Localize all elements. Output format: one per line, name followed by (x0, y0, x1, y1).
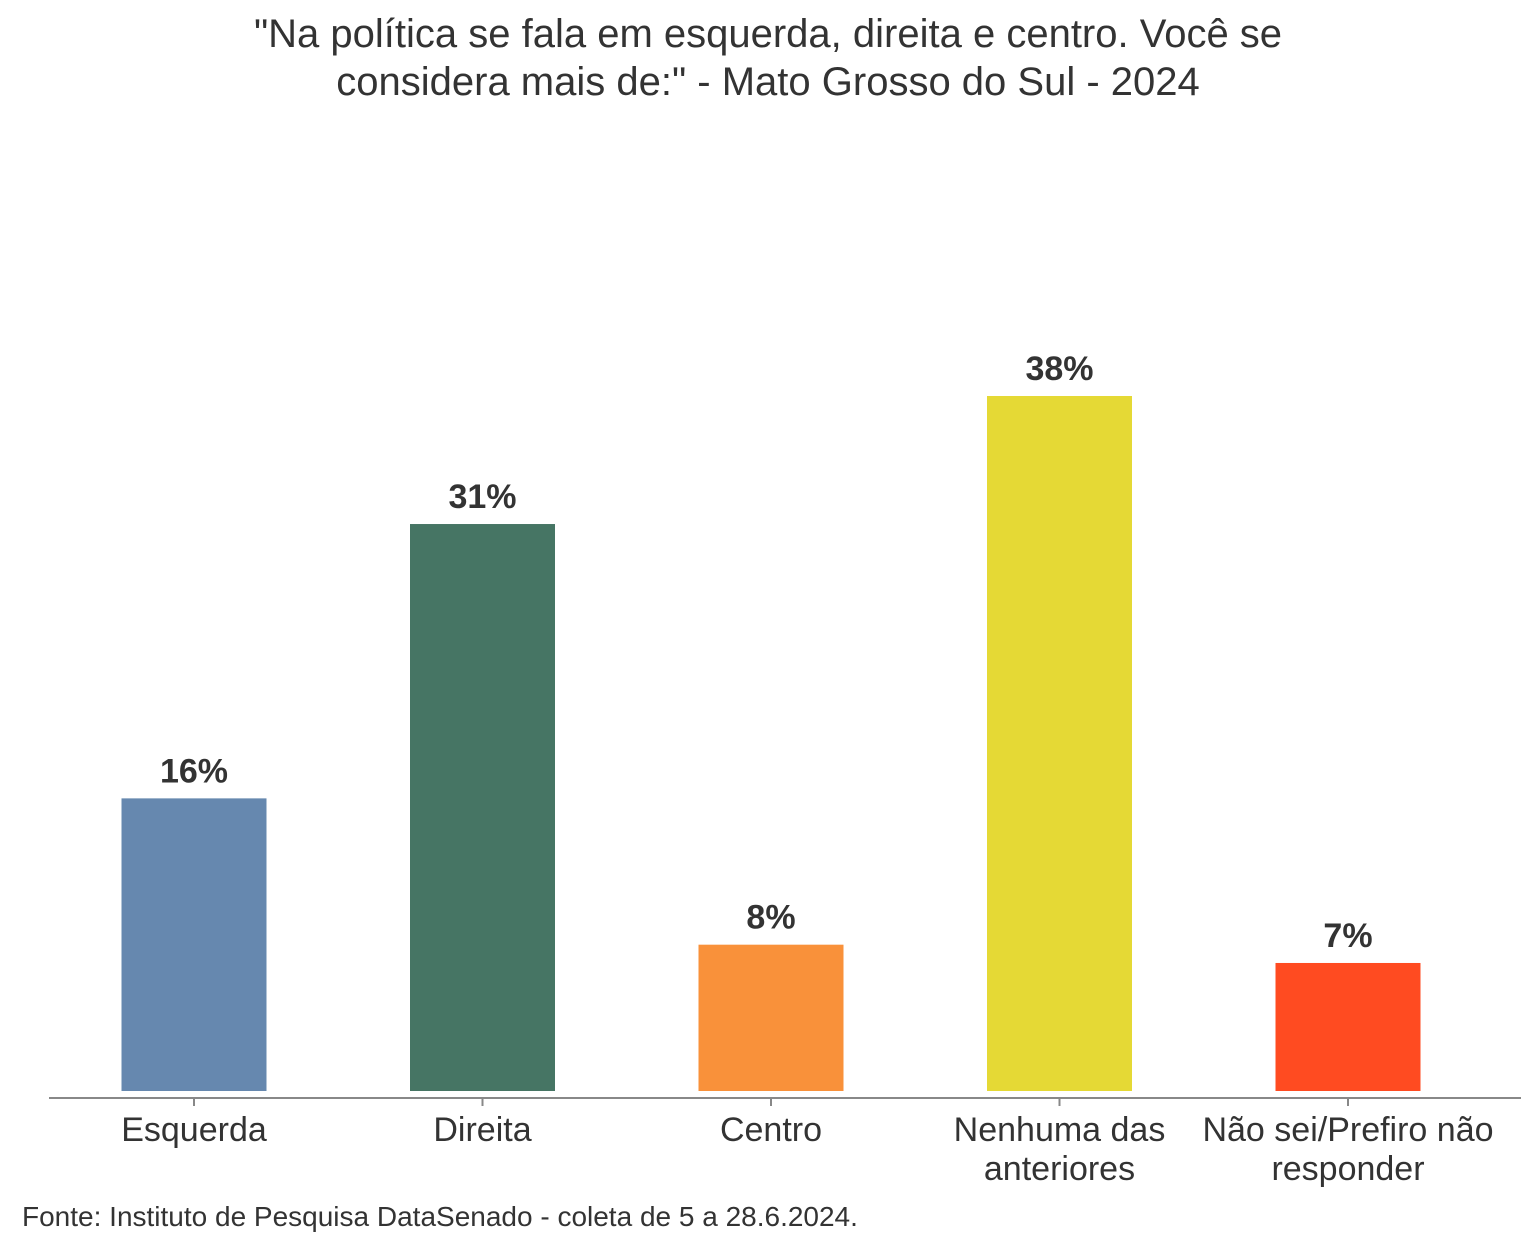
bar-1 (410, 524, 555, 1091)
data-label-0: 16% (160, 752, 228, 790)
x-tick-label-1: Direita (433, 1111, 531, 1149)
data-label-1: 31% (448, 478, 516, 516)
x-tick-label-4-line-1: Não sei/Prefiro não (1202, 1111, 1493, 1149)
source-note: Fonte: Instituto de Pesquisa DataSenado … (22, 1201, 858, 1232)
chart-title: "Na política se fala em esquerda, direit… (0, 10, 1536, 106)
bar-2 (698, 944, 844, 1091)
bar-4 (1275, 962, 1421, 1091)
chart-title-line-2: considera mais de:" - Mato Grosso do Sul… (336, 60, 1200, 104)
x-tick-label-4-line-2: responder (1271, 1150, 1424, 1188)
bar-3 (987, 396, 1132, 1091)
chart-title-line-1: "Na política se fala em esquerda, direit… (253, 12, 1283, 56)
data-label-2: 8% (746, 899, 795, 937)
data-label-4: 7% (1323, 917, 1372, 955)
x-tick-label-3-line-2: anteriores (984, 1150, 1135, 1188)
x-tick-label-0: Esquerda (121, 1111, 267, 1149)
data-label-3: 38% (1025, 350, 1093, 388)
bar-0 (121, 798, 267, 1091)
x-tick-label-3-line-1: Nenhuma das (954, 1111, 1166, 1149)
x-tick-label-2: Centro (720, 1111, 822, 1149)
